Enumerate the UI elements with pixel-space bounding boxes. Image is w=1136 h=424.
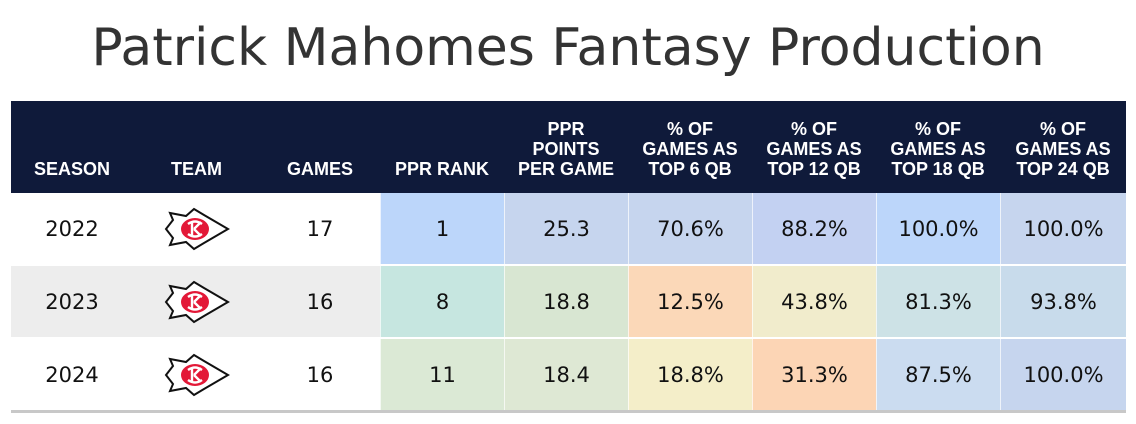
table-row: 2023 16 8 18.8 12.5% 43.8% 81.3% 93.8% — [11, 264, 1126, 337]
header-season: SEASON — [33, 159, 111, 179]
cell-ppr-rank: 11 — [380, 339, 504, 410]
cell-season: 2022 — [45, 216, 99, 241]
header-pct-top6: % OF GAMES AS TOP 6 QB — [642, 119, 738, 179]
kc-monogram — [186, 365, 203, 384]
cell-pct-top18: 100.0% — [876, 193, 1000, 264]
cell-season: 2024 — [45, 362, 99, 387]
cell-pct-top18: 81.3% — [876, 266, 1000, 337]
cell-games: 16 — [306, 289, 334, 314]
chiefs-logo-icon — [164, 280, 230, 323]
table-body: 2022 17 1 25.3 70.6% 88.2% 100.0% 100.0% 2023 16 8… — [11, 193, 1126, 410]
cell-pct-top24: 100.0% — [1000, 193, 1126, 264]
header-pct-top12: % OF GAMES AS TOP 12 QB — [766, 119, 862, 179]
cell-pct-top12: 31.3% — [752, 339, 876, 410]
header-games: GAMES — [286, 159, 353, 179]
chiefs-logo-icon — [164, 207, 230, 250]
kc-monogram — [186, 219, 203, 238]
table-row: 2022 17 1 25.3 70.6% 88.2% 100.0% 100.0% — [11, 193, 1126, 264]
cell-pct-top12: 43.8% — [752, 266, 876, 337]
header-pct-top18: % OF GAMES AS TOP 18 QB — [890, 119, 986, 179]
cell-pct-top24: 100.0% — [1000, 339, 1126, 410]
cell-ppr-rank: 1 — [380, 193, 504, 264]
cell-ppr-points-per-game: 25.3 — [504, 193, 628, 264]
cell-season: 2023 — [45, 289, 99, 314]
chart-title: Patrick Mahomes Fantasy Production — [91, 18, 1045, 78]
header-pct-top24: % OF GAMES AS TOP 24 QB — [1015, 119, 1111, 179]
kc-monogram — [186, 292, 203, 311]
cell-games: 16 — [306, 362, 334, 387]
chiefs-logo-icon — [164, 353, 230, 396]
cell-games: 17 — [306, 216, 334, 241]
header-ppr-rank: PPR RANK — [394, 159, 489, 179]
table-bottom-rule — [11, 410, 1126, 413]
cell-pct-top24: 93.8% — [1000, 266, 1126, 337]
cell-pct-top6: 12.5% — [628, 266, 752, 337]
cell-ppr-points-per-game: 18.8 — [504, 266, 628, 337]
cell-pct-top6: 18.8% — [628, 339, 752, 410]
cell-pct-top12: 88.2% — [752, 193, 876, 264]
header-ppr-points-per-game: PPR POINTS PER GAME — [517, 119, 614, 179]
cell-team — [133, 266, 260, 337]
cell-pct-top6: 70.6% — [628, 193, 752, 264]
table-row: 2024 16 11 18.4 18.8% 31.3% 87.5% 100.0% — [11, 337, 1126, 410]
header-team: TEAM — [171, 159, 222, 179]
cell-team — [133, 193, 260, 264]
cell-team — [133, 339, 260, 410]
cell-pct-top18: 87.5% — [876, 339, 1000, 410]
stats-table: SEASON TEAM GAMES PPR RANK PPR POINTS PER GA… — [11, 101, 1126, 413]
cell-ppr-points-per-game: 18.4 — [504, 339, 628, 410]
table-header: SEASON TEAM GAMES PPR RANK PPR POINTS PER GA… — [11, 101, 1126, 193]
cell-ppr-rank: 8 — [380, 266, 504, 337]
